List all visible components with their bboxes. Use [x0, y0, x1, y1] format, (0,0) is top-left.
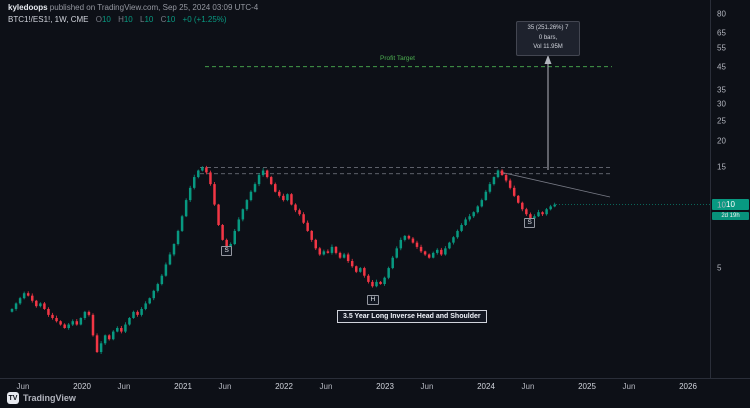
right-shoulder-marker: S [524, 218, 536, 228]
price-tick: 20 [717, 136, 726, 146]
time-axis[interactable]: Jun 2020 Jun 2021 Jun 2022 Jun 2023 Jun 2024 Jun 20… [0, 378, 750, 394]
time-tick-year: 2021 [174, 382, 192, 391]
measure-tooltip-line1: 35 (251.26%) 7 [527, 25, 569, 31]
measure-tooltip-line3: Vol 11.95M [533, 44, 563, 51]
price-tick: 10 [717, 200, 726, 210]
measure-tooltip-line2: 0 bars, [538, 34, 558, 41]
time-tick-month: Jun [622, 382, 636, 391]
current-price-tag: 10 [712, 198, 749, 210]
time-tick-month: Jun [319, 382, 333, 391]
head-marker: H [367, 295, 379, 305]
time-tick-month: Jun [420, 382, 434, 391]
time-tick-year: 2024 [477, 382, 495, 391]
high-value: 10 [123, 15, 133, 24]
low-value: 10 [144, 15, 154, 24]
price-tick: 15 [717, 162, 726, 172]
measure-tooltip: 35 (251.26%) 7 0 bars, Vol 11.95M [516, 21, 580, 56]
attribution-text: kyledoops published on TradingView.com, … [8, 3, 258, 12]
close-label: C [160, 15, 167, 24]
symbol-legend: BTC1!/ES1!, 1W, CME O10 H10 L10 C10 +0 (… [8, 15, 227, 24]
price-tick: 80 [717, 9, 726, 19]
candlestick-chart-canvas[interactable] [0, 0, 710, 378]
time-tick-month: Jun [117, 382, 131, 391]
price-axis[interactable]: 10 2d 19h 80 65 55 45 35 30 25 20 15 10 5 [710, 0, 750, 378]
attribution-rest: published on TradingView.com, Sep 25, 20… [47, 3, 259, 12]
price-tick: 55 [717, 43, 726, 53]
price-tick: 65 [717, 28, 726, 38]
author-username: kyledoops [8, 3, 48, 12]
pattern-name-label: 3.5 Year Long Inverse Head and Shoulder [337, 310, 487, 323]
time-tick-year: 2025 [578, 382, 596, 391]
time-tick-month: Jun [521, 382, 535, 391]
time-tick-year: 2022 [275, 382, 293, 391]
price-tick: 30 [717, 99, 726, 109]
price-tick: 25 [717, 116, 726, 126]
tradingview-brand[interactable]: TradingView [23, 393, 76, 403]
open-label: O [95, 15, 102, 24]
time-tick-year: 2020 [73, 382, 91, 391]
tradingview-logo-icon[interactable]: TV [7, 392, 19, 404]
profit-target-label: Profit Target [380, 55, 415, 62]
close-value: 10 [166, 15, 176, 24]
price-tick: 45 [717, 62, 726, 72]
price-tick: 35 [717, 85, 726, 95]
time-tick-year: 2023 [376, 382, 394, 391]
low-label: L [140, 15, 145, 24]
time-tick-month: Jun [16, 382, 30, 391]
footer: TV TradingView [7, 392, 76, 404]
change-value: +0 (+1.25%) [182, 15, 227, 24]
high-label: H [118, 15, 124, 24]
price-tick: 5 [717, 263, 722, 273]
open-value: 10 [101, 15, 111, 24]
time-tick-month: Jun [218, 382, 232, 391]
time-tick-year: 2026 [679, 382, 697, 391]
bar-countdown: 2d 19h [712, 211, 749, 220]
symbol-title[interactable]: BTC1!/ES1!, 1W, CME [8, 15, 89, 24]
left-shoulder-marker: S [221, 246, 233, 256]
